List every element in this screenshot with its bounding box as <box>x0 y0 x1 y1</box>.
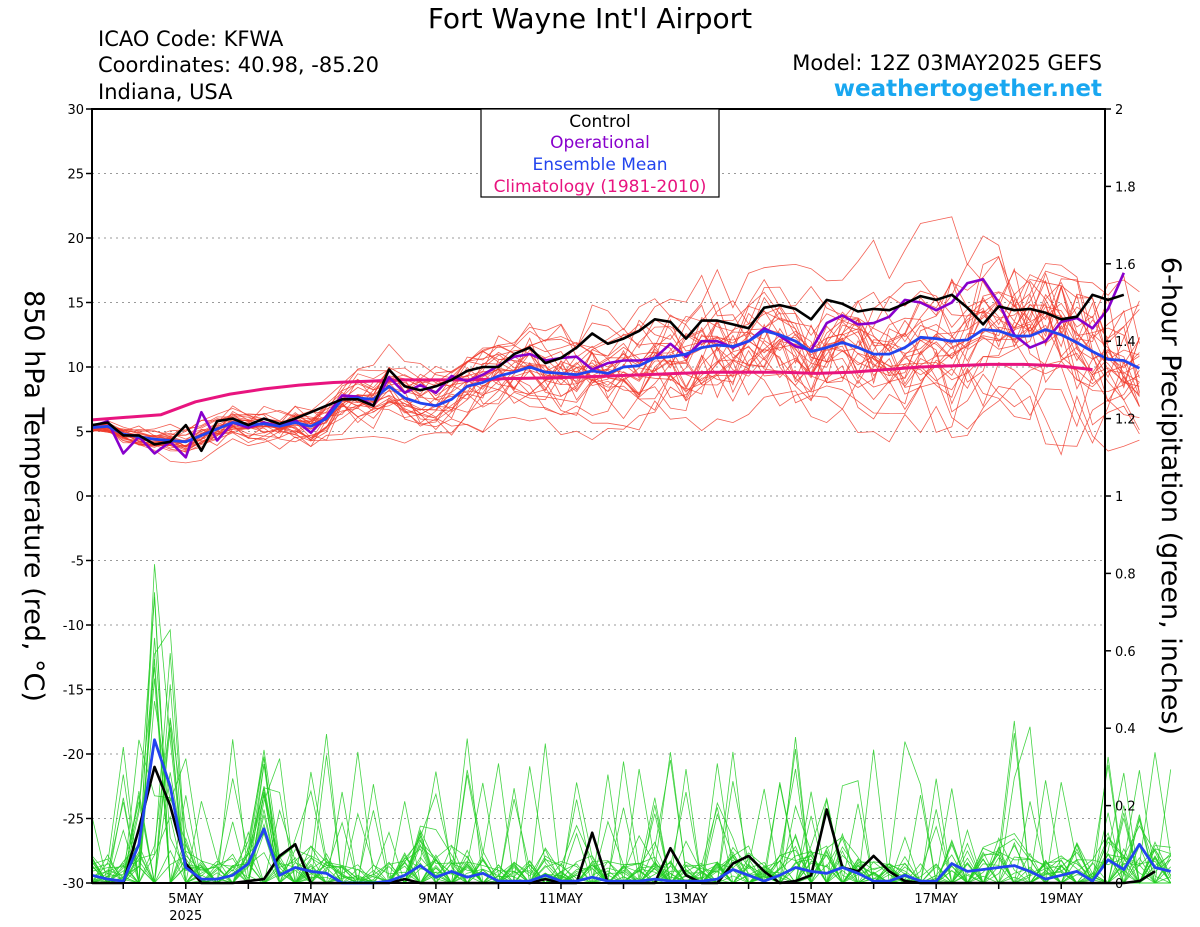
y-right-tick-label: 1.2 <box>1115 413 1136 428</box>
y-axis-right-label: 6-hour Precipitation (green, inches) <box>1155 257 1186 735</box>
precip-member-line <box>91 637 1171 884</box>
x-tick-label: 5MAY <box>168 892 203 907</box>
x-year-label: 2025 <box>169 909 202 924</box>
ensemble-mean-precip-line <box>91 738 1172 885</box>
y-left-tick-label: -25 <box>63 813 84 828</box>
y-right-tick-label: 0.8 <box>1115 567 1136 582</box>
temperature-member-line <box>91 304 1140 437</box>
temperature-member-line <box>91 278 1140 440</box>
y-left-tick-label: 30 <box>67 103 84 118</box>
ticks-layer: 302520151050-5-10-15-20-25-3021.81.61.41… <box>63 103 1136 924</box>
legend-climatology: Climatology (1981-2010) <box>494 177 707 197</box>
legend: Control Operational Ensemble Mean Climat… <box>480 108 720 198</box>
y-right-tick-label: 1.4 <box>1115 335 1136 350</box>
ensemble-mean-temp-line <box>91 328 1141 444</box>
y-axis-left-label: 850 hPa Temperature (red, °C) <box>18 290 49 702</box>
y-left-tick-label: 5 <box>76 426 84 441</box>
coordinates: Coordinates: 40.98, -85.20 <box>98 53 379 77</box>
x-tick-label: 9MAY <box>418 892 453 907</box>
legend-control: Control <box>569 112 630 132</box>
y-right-tick-label: 0 <box>1115 877 1123 892</box>
x-tick-label: 13MAY <box>664 892 708 907</box>
icao-code: ICAO Code: KFWA <box>98 27 284 51</box>
temperature-member-line <box>91 256 1140 440</box>
y-left-tick-label: -15 <box>63 684 84 699</box>
y-right-tick-label: 1.8 <box>1115 180 1136 195</box>
y-left-tick-label: 0 <box>76 490 84 505</box>
temperature-member-line <box>91 263 1140 451</box>
legend-box <box>480 108 720 198</box>
grid-layer <box>92 173 1105 819</box>
y-left-tick-label: -30 <box>63 877 84 892</box>
x-tick-label: 7MAY <box>293 892 328 907</box>
x-tick-label: 19MAY <box>1039 892 1083 907</box>
y-right-tick-label: 2 <box>1115 103 1123 118</box>
main-series-lines <box>91 272 1172 885</box>
temperature-member-line <box>91 329 1140 448</box>
y-left-tick-label: -20 <box>63 748 84 763</box>
temperature-member-line <box>91 270 1140 438</box>
y-left-tick-label: -5 <box>71 555 84 570</box>
y-right-tick-label: 1.6 <box>1115 258 1136 273</box>
y-left-tick-label: 10 <box>67 361 84 376</box>
temperature-member-line <box>91 281 1140 452</box>
y-left-tick-label: 15 <box>67 297 84 312</box>
precip-member-lines <box>91 564 1172 885</box>
legend-operational: Operational <box>550 133 650 153</box>
temperature-member-line <box>91 293 1140 448</box>
control-temp-line <box>91 293 1125 453</box>
region: Indiana, USA <box>98 80 233 104</box>
y-left-tick-label: 25 <box>67 168 84 183</box>
x-tick-label: 11MAY <box>539 892 583 907</box>
site-name: weathertogether.net <box>833 76 1102 102</box>
y-left-tick-label: 20 <box>67 232 84 247</box>
y-right-tick-label: 0.4 <box>1115 722 1136 737</box>
y-right-tick-label: 0.2 <box>1115 800 1136 815</box>
legend-ensemble-mean: Ensemble Mean <box>532 155 667 175</box>
y-right-tick-label: 0.6 <box>1115 645 1136 660</box>
precip-member-line <box>91 782 1171 885</box>
chart-title: Fort Wayne Int'l Airport <box>427 2 753 35</box>
model-run: Model: 12Z 03MAY2025 GEFS <box>792 51 1102 75</box>
y-right-tick-label: 1 <box>1115 490 1123 505</box>
y-left-tick-label: -10 <box>63 619 84 634</box>
temperature-member-line <box>91 279 1140 451</box>
x-tick-label: 17MAY <box>914 892 958 907</box>
climatology-temp-line <box>91 362 1093 422</box>
temperature-member-line <box>91 309 1140 443</box>
x-tick-label: 15MAY <box>789 892 833 907</box>
precip-member-line <box>91 733 1171 884</box>
